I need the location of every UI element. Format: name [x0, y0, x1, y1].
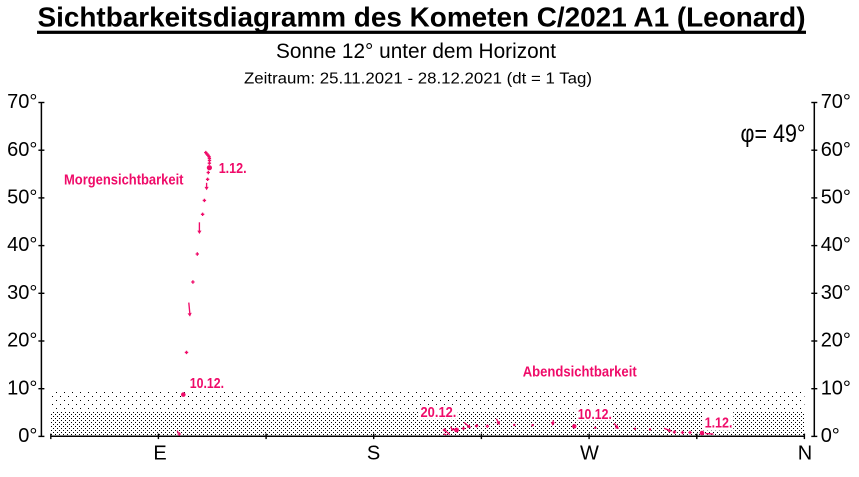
svg-text:Zeitraum: 25.11.2021 - 28.12.2: Zeitraum: 25.11.2021 - 28.12.2021 (dt = … [244, 70, 592, 87]
svg-text:10.12.: 10.12. [578, 407, 612, 423]
svg-text:60°: 60° [821, 139, 851, 161]
svg-text:N: N [798, 443, 812, 465]
svg-text:1.12.: 1.12. [705, 416, 733, 432]
svg-text:W: W [580, 443, 599, 465]
svg-text:20°: 20° [821, 330, 851, 352]
svg-text:30°: 30° [821, 282, 851, 304]
svg-text:0°: 0° [18, 425, 37, 447]
svg-text:φ= 49°: φ= 49° [741, 120, 806, 148]
svg-text:10°: 10° [821, 377, 851, 399]
svg-text:50°: 50° [7, 187, 37, 209]
svg-text:S: S [367, 443, 380, 465]
svg-text:Sichtbarkeitsdiagramm des Kome: Sichtbarkeitsdiagramm des Kometen C/2021… [38, 1, 806, 32]
svg-text:20°: 20° [7, 330, 37, 352]
svg-text:70°: 70° [821, 91, 851, 113]
svg-text:60°: 60° [7, 139, 37, 161]
svg-text:40°: 40° [821, 234, 851, 256]
svg-text:Sonne 12° unter dem Horizont: Sonne 12° unter dem Horizont [276, 40, 556, 63]
svg-text:0°: 0° [821, 425, 840, 447]
svg-text:40°: 40° [7, 234, 37, 256]
svg-text:1.12.: 1.12. [219, 161, 247, 177]
svg-text:30°: 30° [7, 282, 37, 304]
svg-text:10°: 10° [7, 377, 37, 399]
svg-text:10.12.: 10.12. [190, 376, 224, 392]
svg-text:Abendsichtbarkeit: Abendsichtbarkeit [523, 365, 637, 381]
svg-text:Morgensichtbarkeit: Morgensichtbarkeit [64, 173, 184, 189]
svg-text:50°: 50° [821, 187, 851, 209]
svg-text:20.12.: 20.12. [421, 405, 457, 421]
svg-text:70°: 70° [7, 91, 37, 113]
svg-text:E: E [153, 443, 166, 465]
